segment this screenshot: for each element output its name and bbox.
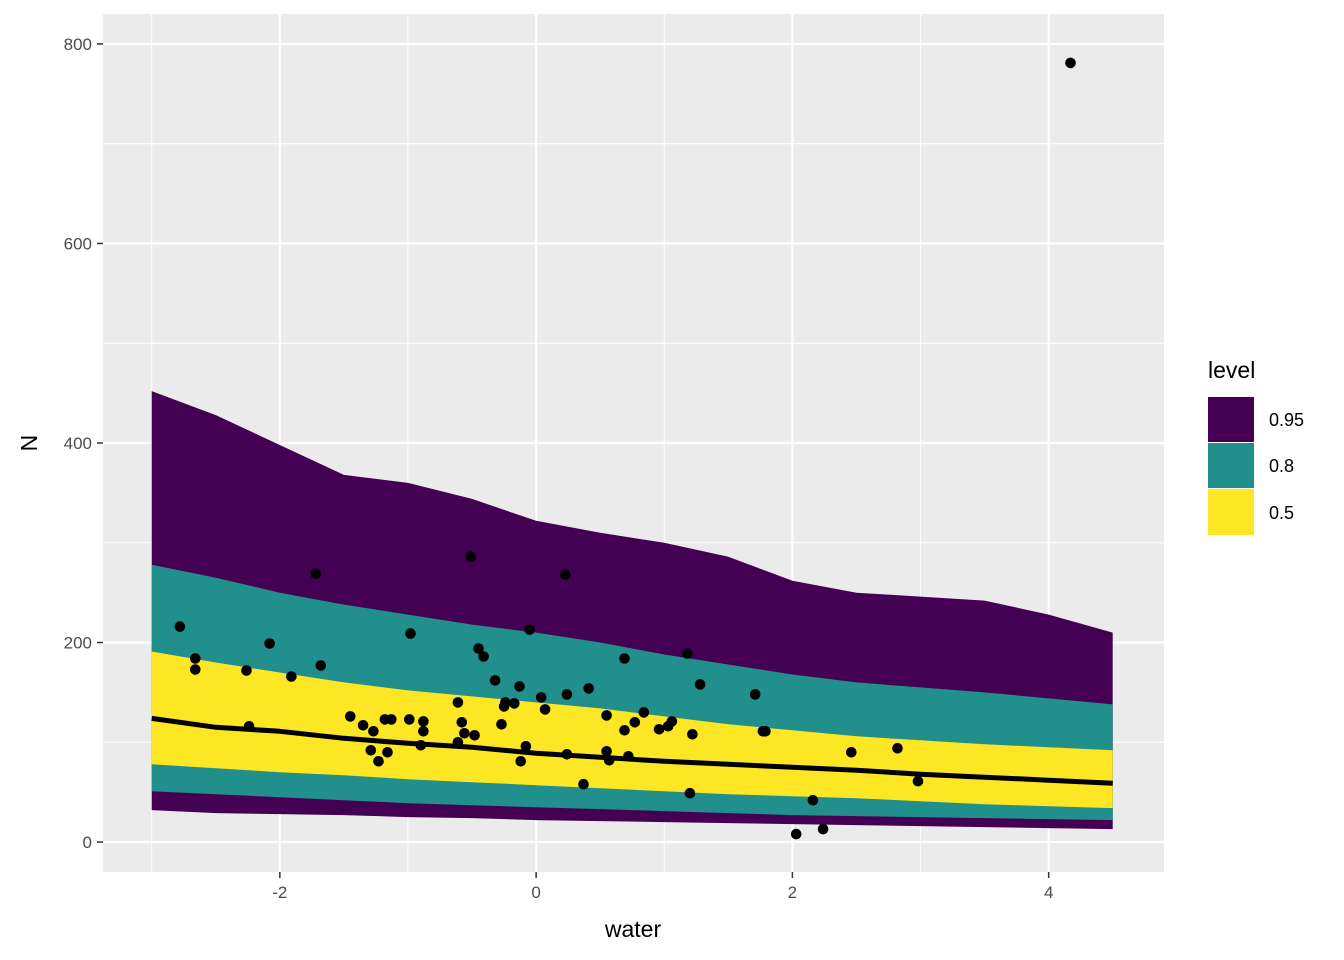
data-point (456, 717, 468, 728)
data-point (817, 823, 829, 835)
data-point (790, 828, 802, 840)
data-point (524, 624, 535, 635)
data-point (638, 707, 650, 718)
data-points (174, 57, 1076, 840)
data-point (578, 778, 589, 790)
y-tick-label: 200 (64, 634, 92, 653)
legend-label-095: 0.95 (1269, 410, 1304, 430)
data-point (807, 794, 819, 806)
data-point (619, 725, 630, 736)
data-point (174, 621, 186, 632)
data-point (561, 749, 573, 760)
axes: -2 0 2 4 0 200 400 600 800 (64, 35, 1054, 902)
data-point (666, 716, 678, 727)
data-point (465, 551, 477, 562)
data-point (687, 729, 698, 740)
data-point (684, 787, 696, 799)
data-point (415, 740, 427, 751)
data-point (561, 689, 573, 700)
data-point (345, 711, 356, 722)
data-point (264, 638, 275, 649)
x-tick-label: 2 (788, 883, 797, 902)
data-point (315, 660, 327, 671)
data-point (760, 726, 771, 737)
data-point (603, 755, 615, 766)
data-point (496, 719, 507, 730)
data-point (190, 653, 201, 664)
data-point (892, 743, 903, 754)
data-point (489, 675, 501, 686)
data-point (560, 569, 571, 580)
data-point (418, 726, 429, 737)
data-point (619, 653, 630, 664)
data-point (368, 726, 379, 737)
y-axis-title: N (16, 435, 42, 452)
legend-label-08: 0.8 (1269, 456, 1294, 476)
data-point (373, 756, 384, 767)
data-point (623, 751, 634, 762)
legend-key-095 (1208, 397, 1254, 442)
data-point (514, 681, 525, 692)
data-point (539, 704, 551, 715)
data-point (473, 643, 484, 654)
data-point (629, 717, 641, 728)
legend-key-05 (1208, 489, 1254, 535)
x-tick-label: 4 (1044, 883, 1053, 902)
legend-title: level (1208, 357, 1255, 383)
data-point (459, 728, 470, 739)
data-point (509, 698, 520, 709)
y-tick-label: 800 (64, 35, 92, 54)
data-point (452, 737, 464, 748)
data-point (243, 721, 255, 732)
data-point (653, 724, 665, 735)
y-tick-label: 0 (83, 833, 92, 852)
data-point (469, 730, 480, 741)
x-tick-label: 0 (531, 883, 540, 902)
legend-label-05: 0.5 (1269, 503, 1294, 523)
data-point (310, 568, 322, 579)
data-point (535, 692, 547, 703)
data-point (357, 720, 369, 731)
x-tick-label: -2 (272, 883, 287, 902)
data-point (190, 664, 201, 675)
data-point (478, 651, 489, 662)
data-point (382, 747, 393, 758)
data-point (404, 714, 415, 725)
x-axis-title: water (604, 916, 662, 942)
data-point (286, 671, 297, 682)
data-point (452, 697, 464, 708)
data-point (418, 716, 429, 727)
y-tick-label: 600 (64, 234, 92, 253)
y-tick-label: 400 (64, 434, 92, 453)
data-point (601, 710, 612, 721)
data-point (912, 775, 924, 787)
data-point (749, 689, 761, 700)
data-point (520, 741, 532, 752)
data-point (846, 747, 857, 758)
legend-key-08 (1208, 443, 1254, 488)
data-point (515, 756, 526, 767)
data-point (601, 746, 612, 757)
data-point (241, 665, 252, 676)
data-point (1065, 57, 1076, 69)
data-point (386, 714, 397, 725)
data-point (405, 628, 416, 639)
data-point (365, 745, 377, 756)
data-point (583, 683, 594, 694)
data-point (682, 648, 693, 659)
data-point (500, 697, 511, 708)
legend: level 0.95 0.8 0.5 (1208, 357, 1304, 535)
data-point (694, 679, 706, 690)
